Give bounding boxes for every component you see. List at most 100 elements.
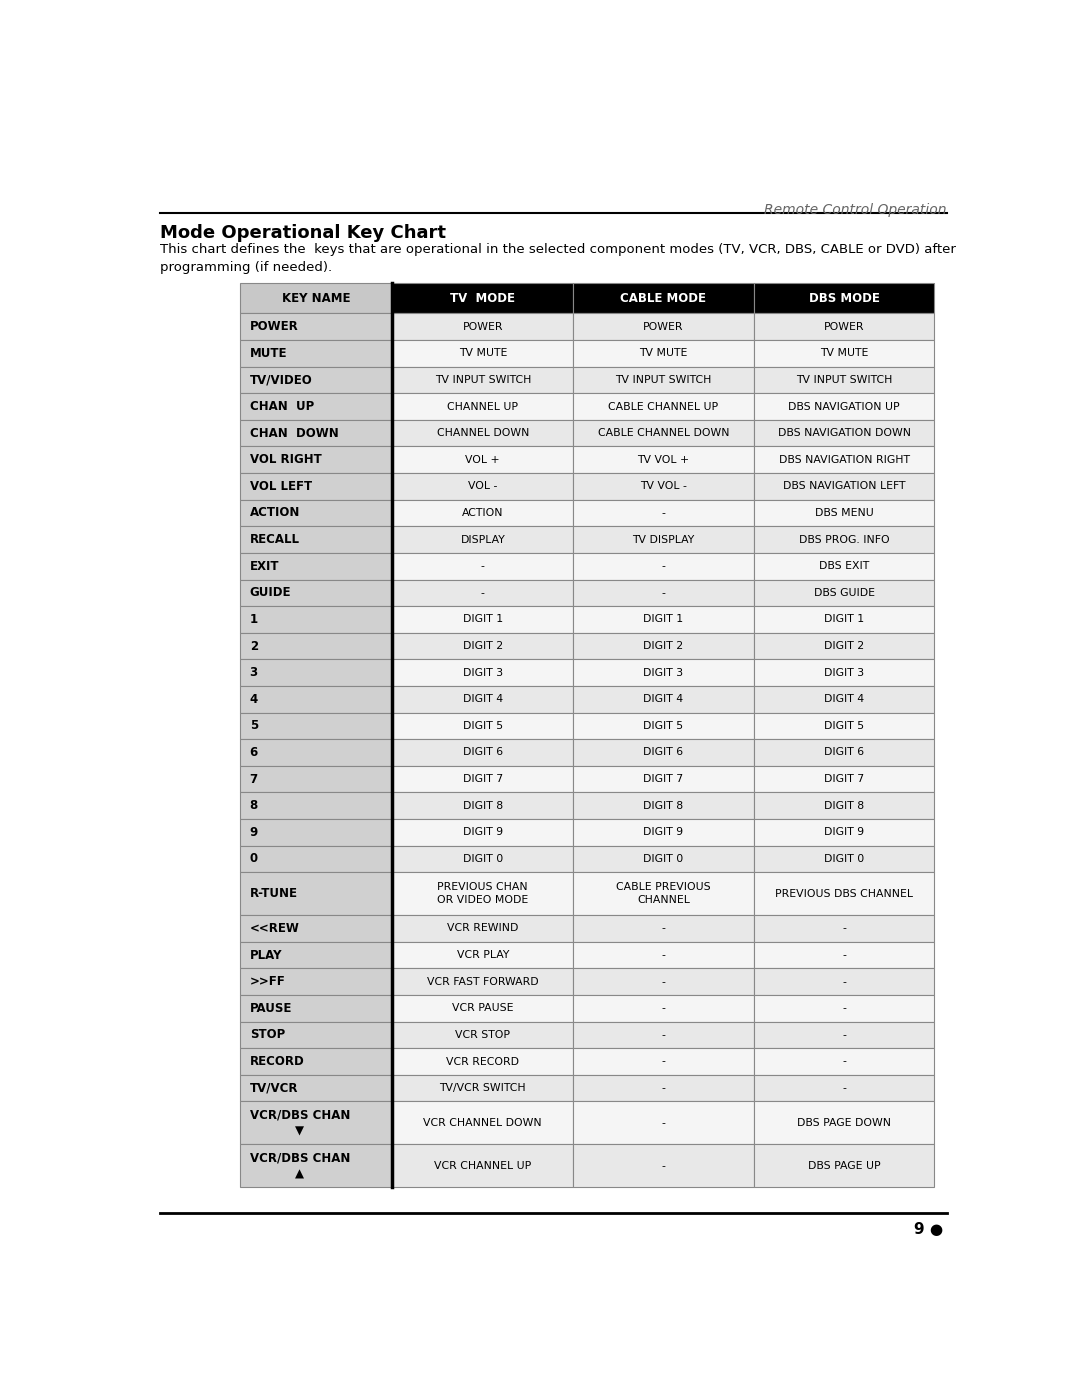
Bar — [754, 339, 934, 366]
Bar — [754, 474, 934, 500]
Bar — [573, 686, 754, 712]
Bar — [754, 527, 934, 553]
Bar — [573, 527, 754, 553]
Bar — [754, 792, 934, 819]
Text: -: - — [661, 1056, 665, 1066]
Text: R-TUNE: R-TUNE — [249, 887, 298, 900]
Text: -: - — [481, 588, 485, 598]
Text: DIGIT 4: DIGIT 4 — [644, 694, 684, 704]
Text: VCR PLAY: VCR PLAY — [457, 950, 509, 960]
Bar — [392, 739, 573, 766]
Bar — [754, 819, 934, 845]
Text: DIGIT 6: DIGIT 6 — [644, 747, 684, 757]
Text: EXIT: EXIT — [249, 560, 279, 573]
Text: -: - — [842, 1030, 846, 1039]
Bar — [240, 366, 392, 394]
Bar — [240, 915, 392, 942]
Text: DISPLAY: DISPLAY — [460, 535, 505, 545]
Bar — [754, 580, 934, 606]
Bar — [392, 1101, 573, 1144]
Bar — [573, 1144, 754, 1187]
Text: CABLE MODE: CABLE MODE — [620, 292, 706, 305]
Text: DIGIT 3: DIGIT 3 — [824, 668, 864, 678]
Bar — [240, 766, 392, 792]
Text: 4: 4 — [249, 693, 258, 705]
Text: STOP: STOP — [249, 1028, 285, 1041]
Text: DIGIT 4: DIGIT 4 — [462, 694, 503, 704]
Text: DBS MODE: DBS MODE — [809, 292, 879, 305]
Bar — [240, 1101, 392, 1144]
Bar — [754, 942, 934, 968]
Text: 9 ●: 9 ● — [914, 1222, 943, 1236]
Bar — [573, 394, 754, 420]
Bar — [754, 1101, 934, 1144]
Text: TV MUTE: TV MUTE — [820, 348, 868, 359]
Text: VCR/DBS CHAN
▼: VCR/DBS CHAN ▼ — [249, 1108, 350, 1137]
Text: DIGIT 2: DIGIT 2 — [644, 641, 684, 651]
Bar — [240, 968, 392, 995]
Text: DIGIT 9: DIGIT 9 — [644, 827, 684, 837]
Bar — [240, 447, 392, 474]
Bar — [240, 995, 392, 1021]
Text: RECORD: RECORD — [249, 1055, 305, 1069]
Bar — [573, 282, 754, 313]
Bar — [392, 995, 573, 1021]
Bar — [240, 659, 392, 686]
Text: CABLE PREVIOUS
CHANNEL: CABLE PREVIOUS CHANNEL — [616, 883, 711, 905]
Bar — [573, 420, 754, 447]
Text: TV/VIDEO: TV/VIDEO — [249, 373, 312, 387]
Text: VOL LEFT: VOL LEFT — [249, 481, 312, 493]
Bar — [392, 420, 573, 447]
Text: DBS NAVIGATION UP: DBS NAVIGATION UP — [788, 401, 900, 412]
Bar — [240, 500, 392, 527]
Bar — [240, 313, 392, 339]
Bar — [573, 995, 754, 1021]
Bar — [573, 792, 754, 819]
Bar — [754, 1048, 934, 1074]
Text: DIGIT 1: DIGIT 1 — [462, 615, 503, 624]
Bar — [392, 447, 573, 474]
Bar — [392, 282, 573, 313]
Text: Mode Operational Key Chart: Mode Operational Key Chart — [160, 224, 446, 242]
Bar — [240, 819, 392, 845]
Text: DIGIT 6: DIGIT 6 — [462, 747, 503, 757]
Bar — [573, 366, 754, 394]
Bar — [392, 1144, 573, 1187]
Bar — [754, 995, 934, 1021]
Text: POWER: POWER — [462, 321, 503, 331]
Text: TV/VCR: TV/VCR — [249, 1081, 298, 1095]
Bar — [240, 942, 392, 968]
Text: TV/VCR SWITCH: TV/VCR SWITCH — [440, 1083, 526, 1092]
Text: -: - — [661, 923, 665, 933]
Text: DBS NAVIGATION DOWN: DBS NAVIGATION DOWN — [778, 427, 910, 439]
Text: CHANNEL UP: CHANNEL UP — [447, 401, 518, 412]
Text: DIGIT 8: DIGIT 8 — [462, 800, 503, 810]
Text: DIGIT 2: DIGIT 2 — [462, 641, 503, 651]
Bar — [754, 739, 934, 766]
Text: POWER: POWER — [824, 321, 864, 331]
Text: DBS NAVIGATION RIGHT: DBS NAVIGATION RIGHT — [779, 455, 909, 465]
Text: DIGIT 5: DIGIT 5 — [824, 721, 864, 731]
Bar — [392, 766, 573, 792]
Bar — [240, 339, 392, 366]
Text: -: - — [842, 1083, 846, 1092]
Bar — [240, 1144, 392, 1187]
Text: DIGIT 7: DIGIT 7 — [644, 774, 684, 784]
Text: DIGIT 3: DIGIT 3 — [644, 668, 684, 678]
Text: DIGIT 4: DIGIT 4 — [824, 694, 864, 704]
Bar — [392, 633, 573, 659]
Text: 6: 6 — [249, 746, 258, 759]
Bar — [754, 420, 934, 447]
Bar — [240, 606, 392, 633]
Text: TV INPUT SWITCH: TV INPUT SWITCH — [616, 374, 712, 386]
Text: 1: 1 — [249, 613, 258, 626]
Bar — [392, 968, 573, 995]
Bar — [754, 447, 934, 474]
Bar — [573, 1101, 754, 1144]
Text: POWER: POWER — [644, 321, 684, 331]
Bar — [240, 792, 392, 819]
Bar — [754, 766, 934, 792]
Text: -: - — [842, 950, 846, 960]
Text: DIGIT 8: DIGIT 8 — [824, 800, 864, 810]
Bar — [754, 553, 934, 580]
